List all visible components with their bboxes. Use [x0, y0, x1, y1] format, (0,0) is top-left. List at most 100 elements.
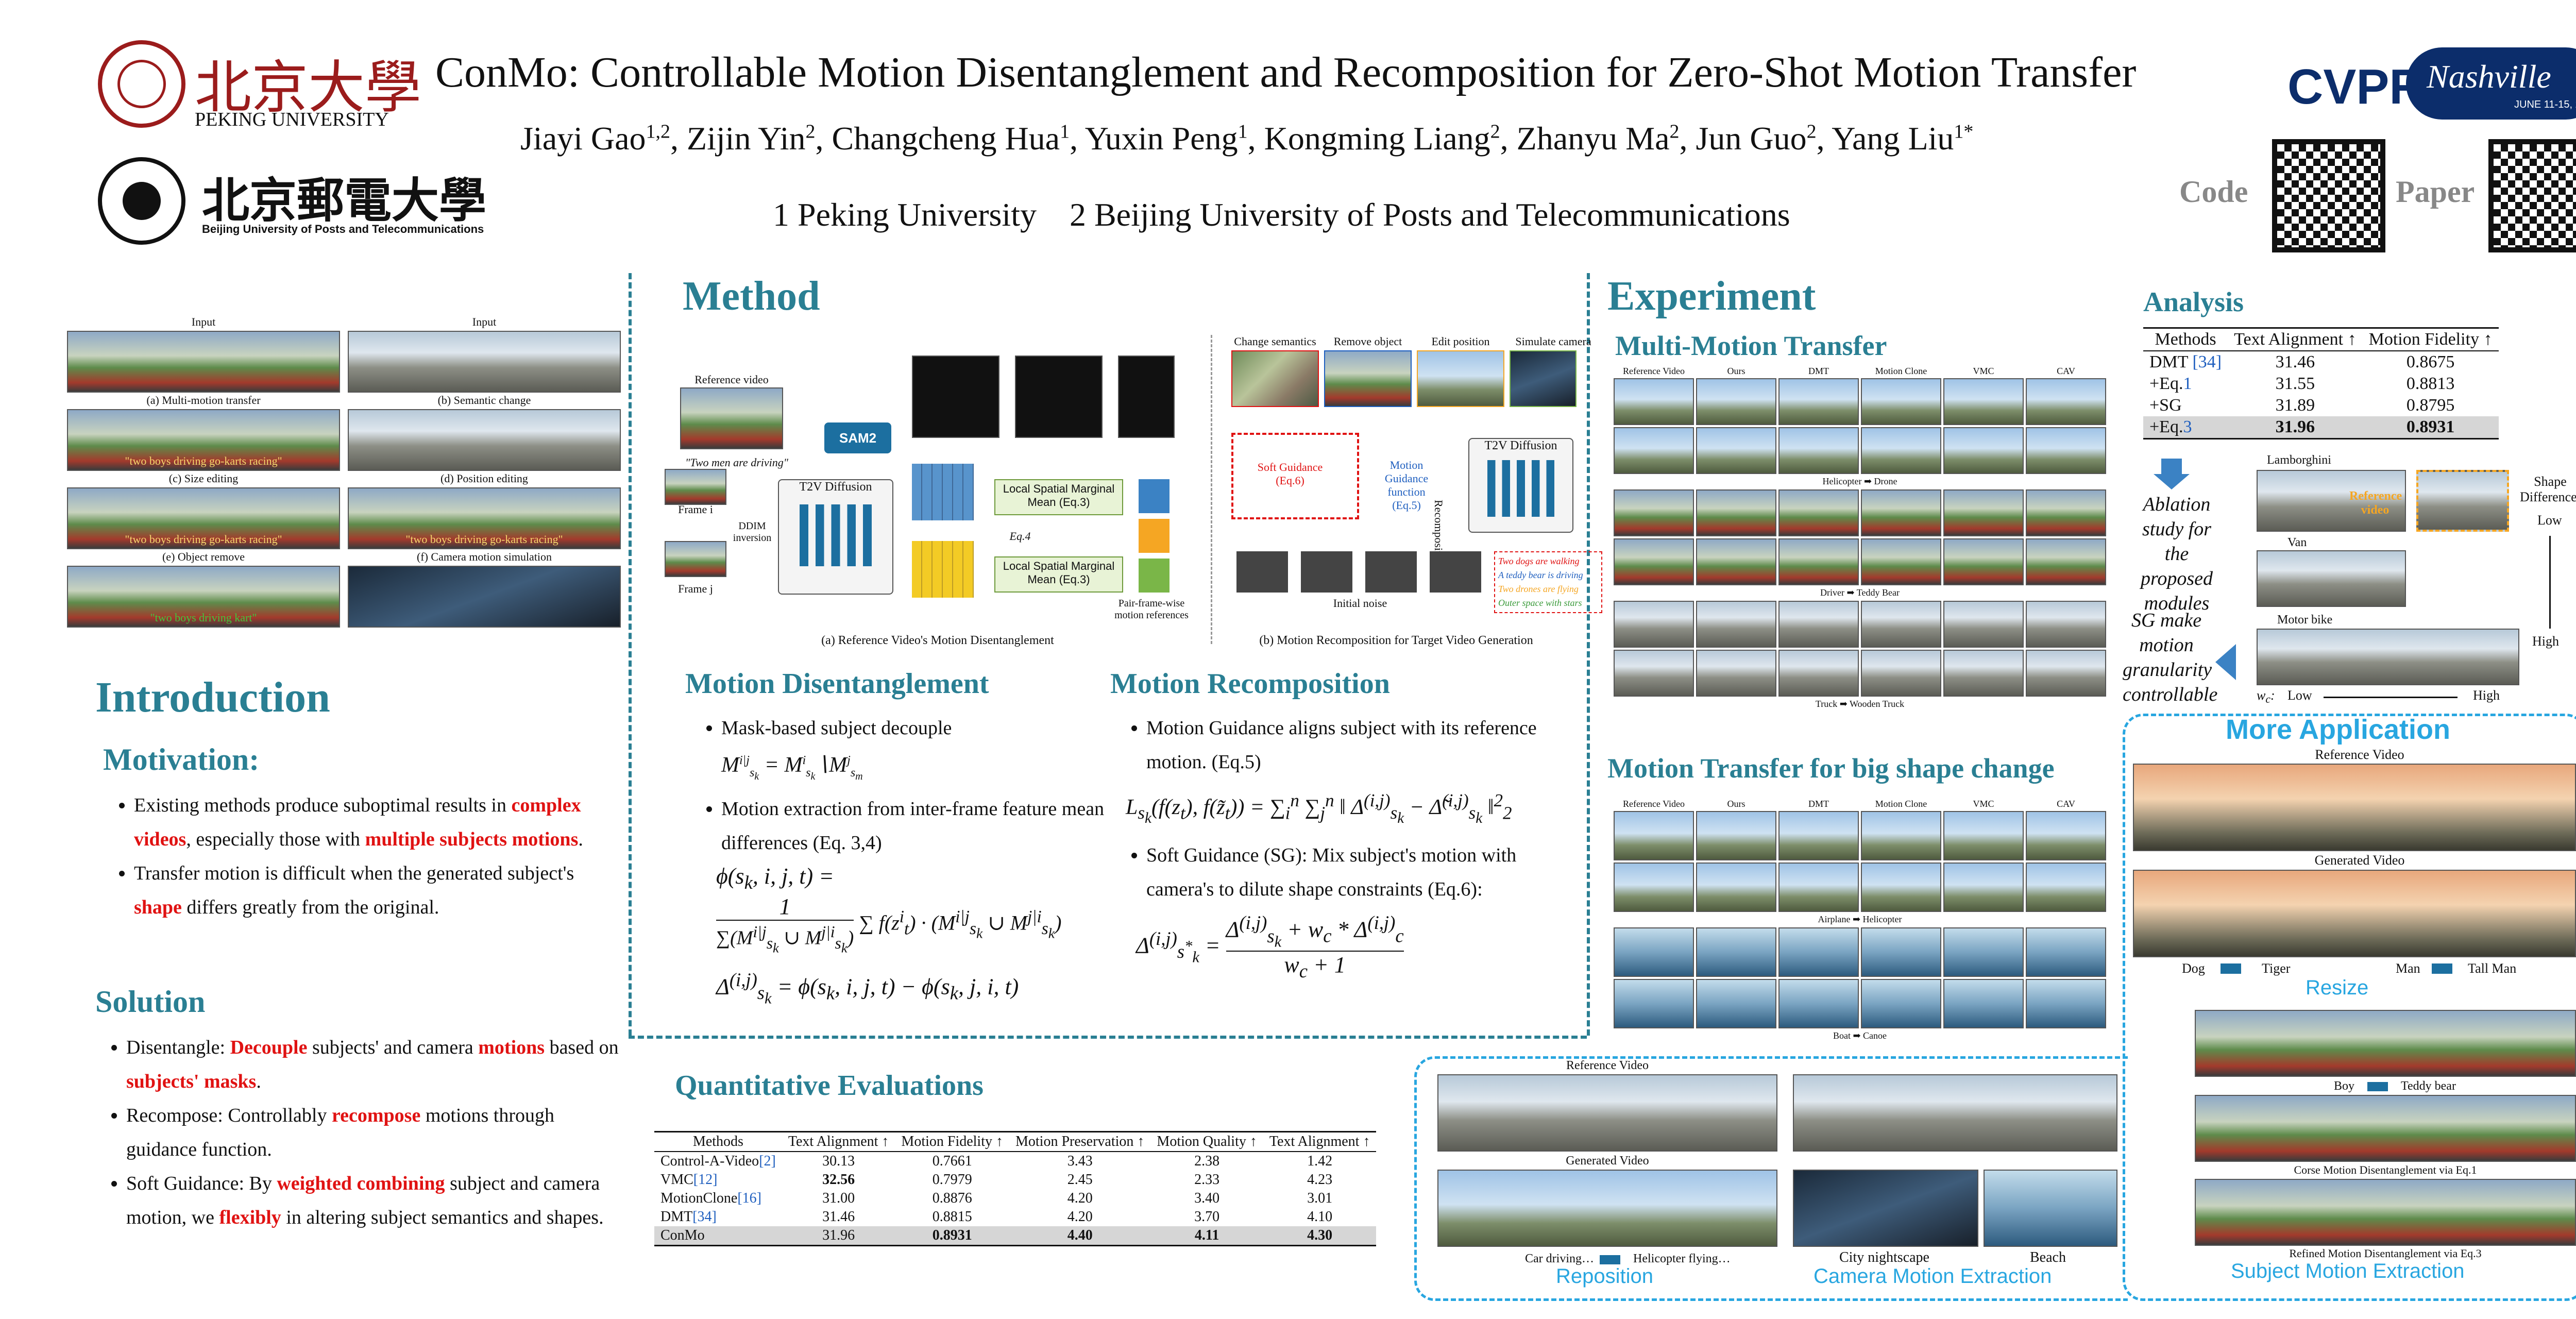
result-frame [2026, 601, 2106, 648]
value-cell: 3.43 [1067, 1153, 1093, 1169]
result-frame [1778, 863, 1859, 912]
result-frame [2026, 427, 2106, 474]
method-cell: +SG [2149, 396, 2182, 415]
motivation-item: Transfer motion is difficult when the ge… [134, 856, 618, 924]
result-frame [1696, 979, 1776, 1028]
teaser-figure: Input Input (a) Multi-motion transfer (b… [67, 315, 623, 655]
citation-link[interactable]: 1 [2183, 374, 2192, 393]
author-affiliation-mark: 2 [1490, 121, 1500, 143]
teaser-prompt-3: "two boys driving go-karts racing" [405, 533, 563, 546]
prompt-drones: Two drones are flying [1498, 584, 1579, 594]
citation-link[interactable]: [34] [2192, 352, 2222, 371]
frame-i-thumb [665, 469, 726, 505]
repos-ref-img [1437, 1074, 1777, 1152]
bullet-text: . [578, 828, 583, 850]
teaser-img-a [67, 331, 340, 393]
ablation-note: Ablation study for the proposed modules [2140, 494, 2213, 614]
teaser-prompt-4: "two boys driving kart" [150, 611, 257, 624]
motion-guidance-label: Motion Guidance function (Eq.5) [1384, 459, 1429, 512]
man-tall-arrow-icon [2432, 963, 2452, 974]
quant-table-wrap: Methods Text Alignment ↑ Motion Fidelity ↑… [654, 1131, 1377, 1246]
pku-name-en: PEKING UNIVERSITY [195, 109, 389, 130]
repos-ref-video: Reference Video [1566, 1059, 1649, 1072]
paper-title: ConMo: Controllable Motion Disentangleme… [435, 48, 2137, 96]
bullet-text: motions through guidance function. [126, 1105, 554, 1160]
soft-guidance-box: Soft Guidance (Eq.6) [1231, 433, 1359, 519]
table-header: Text Alignment ↑ [2234, 330, 2357, 349]
teaser-img-g [67, 566, 340, 628]
recompose-body: Motion Guidance aligns subject with its … [1110, 711, 1564, 982]
refined-img [2195, 1179, 2576, 1246]
highlight-text: complex videos [134, 794, 581, 850]
local-mean-box-1: Local Spatial Marginal Mean (Eq.3) [994, 479, 1123, 515]
analysis-table: Methods Text Alignment ↑ Motion Fidelity ↑… [2143, 327, 2499, 439]
table-row: Control-A-Video[2] 30.13 0.7661 3.43 2.38 1.4… [654, 1152, 1376, 1171]
citation-link[interactable]: [16] [737, 1190, 761, 1206]
result-frame [1696, 601, 1776, 648]
method-heading: Method [683, 274, 820, 319]
result-frame [1614, 601, 1694, 648]
highlight-text: recompose [331, 1105, 421, 1126]
value-cell: 31.96 [822, 1227, 855, 1243]
teaser-img-h [348, 566, 621, 628]
result-frame [1943, 601, 2024, 648]
dog-label: Dog [2182, 961, 2205, 976]
more-gen-video: Generated Video [2314, 853, 2405, 868]
result-frame [1778, 378, 1859, 425]
result-frame [1778, 538, 1859, 585]
result-frame [2026, 378, 2106, 425]
result-frame [1943, 811, 2024, 860]
code-qr-icon[interactable] [2272, 139, 2385, 252]
citation-link[interactable]: 3 [2183, 417, 2192, 436]
subject-boy-img [2195, 1010, 2576, 1077]
teaser-caption-c: (c) Size editing [168, 472, 239, 485]
mask-c [1118, 356, 1175, 438]
transfer-label: Boat ➡ Canoe [1833, 1030, 1887, 1041]
refined-label: Refined Motion Disentanglement via Eq.3 [2289, 1247, 2482, 1260]
method-cell: MotionClone[16] [660, 1190, 761, 1206]
bullet-text: Recompose: Controllably [126, 1105, 332, 1126]
result-frame [2026, 650, 2106, 697]
t2v-label-left: T2V Diffusion [799, 480, 872, 494]
t2v-label-right: T2V Diffusion [1484, 439, 1557, 452]
grid-column-label: VMC [1973, 366, 1994, 376]
author-affiliation-mark: 1 [1060, 121, 1070, 143]
big-shape-heading: Motion Transfer for big shape change [1607, 753, 2055, 784]
teaser-caption-a: (a) Multi-motion transfer [146, 394, 261, 407]
result-frame [1943, 650, 2024, 697]
teaser-input-right: Input [472, 315, 497, 328]
citation-link[interactable]: [12] [693, 1172, 718, 1188]
value-cell: 31.89 [2275, 396, 2315, 415]
bupt-name-cn: 北京郵電大學 [202, 173, 487, 228]
citation-link[interactable]: [34] [692, 1209, 717, 1225]
transfer-label: Airplane ➡ Helicopter [1818, 914, 1902, 924]
reference-video-img [2416, 470, 2509, 532]
result-frame [1778, 927, 1859, 977]
edit-position-thumb [1417, 350, 1504, 407]
result-frame [2026, 979, 2106, 1028]
t2v-box-left: T2V Diffusion [778, 479, 893, 595]
table-row: MotionClone[16] 31.00 0.8876 4.20 3.40 3.01 [654, 1189, 1376, 1208]
grid-column-label: Motion Clone [1875, 366, 1927, 376]
method-cell: ConMo [660, 1227, 705, 1243]
result-frame [1778, 650, 1859, 697]
multi-motion-grid: Reference Video Ours DMT Motion Clone VMC CAV… [1613, 366, 2107, 726]
author-affiliation-mark: 1,2 [646, 121, 671, 143]
value-cell: 2.38 [1194, 1153, 1220, 1169]
author: Zhanyu Ma2 [1516, 120, 1680, 157]
grid-column-label: DMT [1808, 366, 1829, 376]
bullet-text: subject and camera motion, we [126, 1173, 600, 1228]
author-list: Jiayi Gao1,2, Zijin Yin2, Changcheng Hua… [520, 120, 1974, 157]
result-frame [1696, 427, 1776, 474]
table-row: DMT [34] 31.46 0.8675 [2143, 351, 2499, 373]
citation-link[interactable]: [2] [759, 1153, 776, 1169]
result-frame [1778, 811, 1859, 860]
result-frame [1614, 427, 1694, 474]
teaser-img-b [348, 331, 621, 393]
noise-stack [1236, 551, 1484, 593]
corse-label: Corse Motion Disentanglement via Eq.1 [2294, 1163, 2477, 1176]
paper-qr-icon[interactable] [2488, 139, 2576, 252]
result-frame [1614, 979, 1694, 1028]
shape-diff-high: High [2532, 634, 2559, 649]
wc-label: wc: [2257, 688, 2275, 706]
